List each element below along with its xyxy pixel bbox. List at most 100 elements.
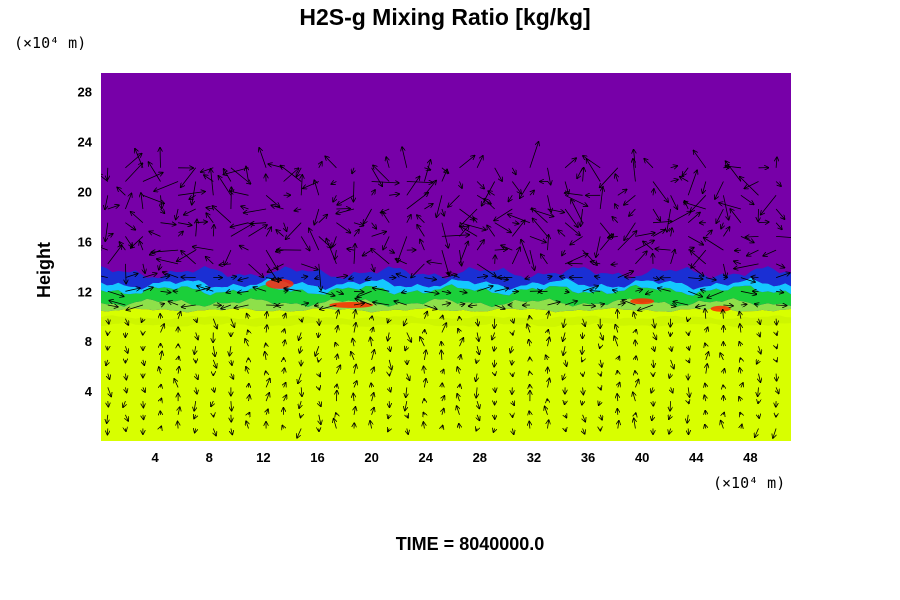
wind-vector [226,291,231,292]
wind-vector [200,167,214,172]
wind-vector [476,194,491,204]
wind-vector [653,332,657,340]
wind-vector [759,373,761,383]
wind-vector [541,254,548,265]
wind-vector [529,421,530,429]
wind-vector [617,370,618,373]
wind-vector [755,428,759,438]
wind-vector [653,189,654,196]
wind-vector [181,251,196,265]
wind-vector [389,194,399,195]
wind-vector [125,414,128,421]
wind-vector [501,245,513,251]
wind-vector [704,395,706,402]
wind-vector [143,263,145,274]
wind-vector [283,168,299,182]
wind-vector [231,401,232,411]
wind-vector [276,230,284,237]
wind-vector [564,181,569,195]
wind-vector [565,415,567,418]
wind-vector [371,182,400,184]
wind-vector [583,156,601,169]
wind-vector [751,277,759,278]
wind-vector [705,230,712,237]
wind-vector [161,426,162,429]
wind-vector [565,359,567,367]
wind-vector [759,333,761,337]
wind-vector [459,423,460,429]
wind-vector [354,310,356,319]
wind-vector [634,149,636,168]
wind-vector [476,240,484,251]
wind-vector [211,169,214,196]
wind-vector [494,318,495,329]
wind-vector [196,219,197,237]
wind-vector [141,193,143,210]
wind-vector [705,410,706,414]
wind-vector [547,302,561,306]
x-tick-label: 20 [364,450,378,465]
wind-vector [776,236,791,238]
wind-vector [577,167,583,179]
wind-vector [159,367,161,374]
wind-vector [669,415,671,420]
wind-vector [688,387,689,397]
wind-vector [126,304,144,310]
wind-vector [690,195,707,212]
wind-vector [622,300,636,306]
wind-vector [223,167,249,175]
wind-vector [417,225,425,237]
wind-vector [178,407,180,415]
wind-vector [424,311,427,319]
wind-vector [529,250,535,270]
wind-vector [336,291,343,294]
wind-vector [670,249,675,265]
hotspot [630,298,655,305]
wind-vector [680,177,689,182]
wind-vector [161,195,162,208]
wind-vector [194,346,195,354]
wind-vector [740,412,741,415]
wind-vector [105,195,109,209]
wind-vector [512,428,514,435]
wind-vector [125,429,126,432]
wind-vector [370,421,372,429]
wind-vector [527,324,530,333]
wind-vector [436,195,443,217]
wind-vector [265,194,280,207]
y-tick-label: 28 [78,85,92,100]
wind-vector [285,222,302,240]
wind-vector [248,263,264,278]
wind-vector [775,273,790,278]
wind-vector [617,409,618,415]
wind-vector [548,330,549,333]
wind-vector [487,225,496,237]
wind-vector [246,421,249,429]
wind-vector [548,378,550,388]
wind-vector [624,194,636,205]
wind-vector [336,384,337,387]
wind-vector [160,223,177,225]
y-tick-label: 20 [78,185,92,200]
y-tick-label: 24 [78,135,93,150]
wind-vector [161,398,162,401]
wind-vector [512,319,513,324]
wind-vector [117,187,126,196]
wind-vector [336,390,337,402]
wind-vector [424,378,426,388]
wind-vector [734,263,759,269]
wind-vector [495,374,496,376]
wind-vector [562,373,565,380]
wind-vector [336,354,337,360]
wind-vector [160,147,161,168]
wind-vector [331,182,337,185]
wind-vector [229,346,231,356]
wind-vector [108,387,112,396]
wind-vector [705,343,706,346]
wind-vector [266,325,267,333]
wind-vector [243,208,267,213]
wind-vector [241,206,249,209]
wind-vector [655,249,671,250]
wind-vector [253,287,267,292]
wind-vector [538,291,548,292]
